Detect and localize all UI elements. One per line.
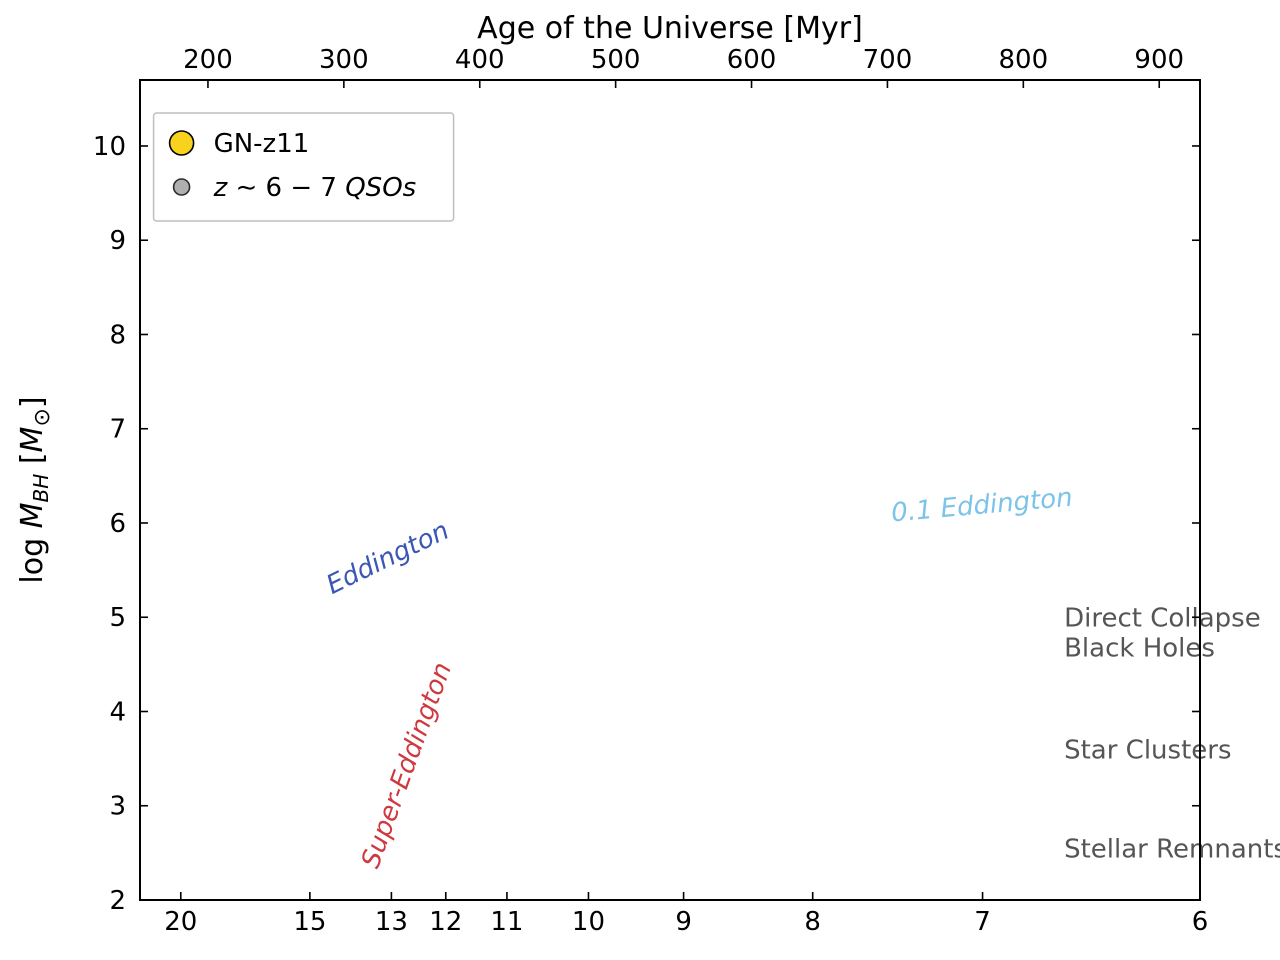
legend-label: z ∼ 6 − 7 QSOs [213,173,417,203]
seed-band-label: Stellar Remnants [1064,835,1280,865]
xtick-bottom-label: 8 [804,907,821,937]
xtick-bottom-label: 6 [1192,907,1209,937]
ytick-label: 2 [109,886,126,916]
xtick-top-label: 400 [455,45,505,75]
ytick-label: 9 [109,226,126,256]
xlabel-top: Age of the Universe [Myr] [477,11,863,46]
xtick-top-label: 600 [727,45,777,75]
seed-band-label: Star Clusters [1064,736,1231,766]
legend-label: GN-z11 [214,129,310,159]
ytick-label: 4 [109,697,126,727]
xtick-top-label: 800 [999,45,1049,75]
xtick-bottom-label: 13 [375,907,408,937]
xtick-bottom-label: 9 [675,907,692,937]
xtick-bottom-label: 7 [974,907,991,937]
xtick-top-label: 900 [1134,45,1184,75]
ytick-label: 8 [109,320,126,350]
xtick-bottom-label: 15 [293,907,326,937]
ytick-label: 6 [109,509,126,539]
chart-canvas: Eddington0.1 EddingtonSuper-EddingtonDir… [0,0,1280,960]
legend-marker [174,179,190,195]
xtick-top-label: 700 [863,45,913,75]
legend-marker [170,131,194,155]
ytick-label: 10 [93,132,126,162]
xtick-top-label: 300 [319,45,369,75]
chart-root: Eddington0.1 EddingtonSuper-EddingtonDir… [0,0,1280,960]
xtick-bottom-label: 10 [572,907,605,937]
xtick-top-label: 500 [591,45,641,75]
ytick-label: 3 [109,792,126,822]
xtick-bottom-label: 12 [429,907,462,937]
xtick-bottom-label: 20 [164,907,197,937]
xtick-top-label: 200 [183,45,233,75]
ytick-label: 7 [109,415,126,445]
ytick-label: 5 [109,603,126,633]
seed-band-label: Black Holes [1064,634,1215,664]
xtick-bottom-label: 11 [490,907,523,937]
seed-band-label: Direct Collapse [1064,604,1261,634]
